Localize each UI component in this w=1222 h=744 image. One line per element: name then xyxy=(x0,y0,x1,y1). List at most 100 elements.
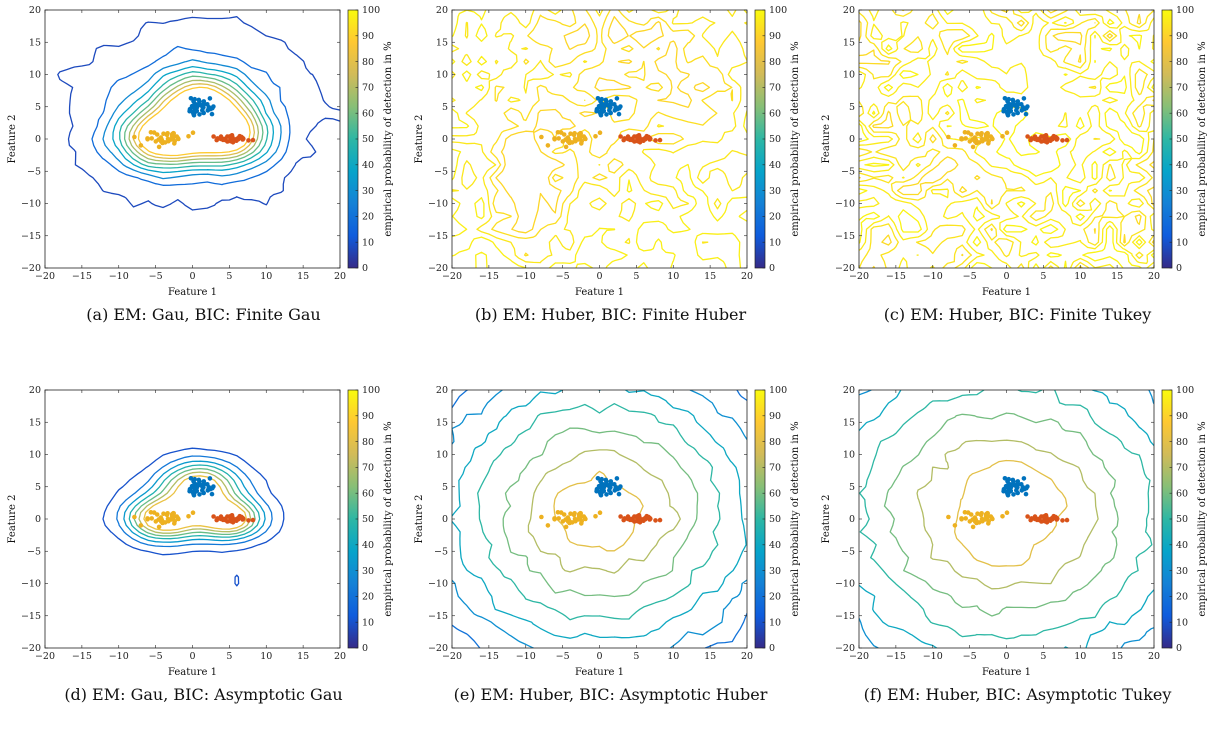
panel-caption-text: EM: Gau, BIC: Finite Gau xyxy=(113,305,321,324)
data-point xyxy=(1002,96,1008,101)
data-point xyxy=(646,134,651,140)
data-point xyxy=(1015,490,1020,496)
x-axis-title: Feature 1 xyxy=(575,667,624,678)
data-point xyxy=(211,104,216,109)
y-tick-label: −15 xyxy=(835,231,855,242)
data-point xyxy=(1060,518,1065,523)
colorbar-tick-label: 90 xyxy=(362,411,374,422)
data-point xyxy=(209,111,215,117)
data-point xyxy=(577,135,583,141)
data-point xyxy=(959,516,964,521)
x-tick-label: 15 xyxy=(1111,651,1123,662)
data-point xyxy=(151,510,157,515)
colorbar-tick-label: 0 xyxy=(769,263,775,274)
data-point xyxy=(1011,112,1016,117)
panel-caption: (a) EM: Gau, BIC: Finite Gau xyxy=(0,305,407,324)
scatter-points xyxy=(539,96,663,150)
contour-level-40 xyxy=(859,390,1154,648)
colorbar-tick-label: 50 xyxy=(1176,134,1188,145)
data-point xyxy=(188,476,194,481)
data-point xyxy=(201,479,207,484)
x-tick-label: −5 xyxy=(963,651,977,662)
data-point xyxy=(556,516,561,521)
data-point xyxy=(197,112,202,117)
data-point xyxy=(972,519,978,524)
data-point xyxy=(563,144,569,150)
colorbar-tick-label: 90 xyxy=(362,31,374,42)
colorbar-tick-label: 90 xyxy=(1176,411,1188,422)
y-tick-label: 5 xyxy=(442,102,448,113)
contour-level-80 xyxy=(954,459,1068,567)
y-tick-label: 20 xyxy=(843,5,855,16)
data-point xyxy=(200,105,206,110)
data-point xyxy=(565,139,571,144)
panel-caption-text: EM: Huber, BIC: Asymptotic Tukey xyxy=(886,685,1172,704)
data-point xyxy=(211,484,216,489)
data-point xyxy=(618,484,623,489)
x-tick-label: −15 xyxy=(886,651,906,662)
y-tick-label: −15 xyxy=(21,611,41,622)
colorbar-tick-label: 100 xyxy=(362,5,380,16)
data-point xyxy=(608,479,614,484)
scatter-points xyxy=(946,96,1070,150)
data-point xyxy=(1049,516,1054,522)
data-point xyxy=(568,511,573,516)
data-point xyxy=(573,518,578,524)
y-tick-label: 20 xyxy=(29,385,41,396)
x-tick-label: −15 xyxy=(72,271,92,282)
data-point xyxy=(206,486,211,491)
y-tick-label: −10 xyxy=(21,579,41,590)
data-point xyxy=(1025,484,1030,489)
data-point xyxy=(1021,476,1027,481)
data-point xyxy=(555,510,561,515)
data-point xyxy=(1064,137,1070,143)
panel-caption: (c) EM: Huber, BIC: Finite Tukey xyxy=(814,305,1221,324)
colorbar-tick-label: 80 xyxy=(362,437,374,448)
x-tick-label: 5 xyxy=(1040,271,1046,282)
data-point xyxy=(563,524,569,530)
data-point xyxy=(235,136,240,142)
x-tick-label: 10 xyxy=(1074,271,1086,282)
data-point xyxy=(166,138,171,144)
data-point xyxy=(192,96,197,102)
data-point xyxy=(164,512,170,518)
x-tick-label: 20 xyxy=(334,651,346,662)
contour-level-50 xyxy=(859,390,1153,640)
data-point xyxy=(637,139,642,144)
x-tick-label: 5 xyxy=(633,651,639,662)
data-point xyxy=(214,137,219,143)
data-point xyxy=(980,518,985,524)
colorbar-tick-label: 50 xyxy=(769,134,781,145)
data-point xyxy=(980,138,985,144)
contour-level-48 xyxy=(119,71,269,169)
chart-panel-d: −20 −15 −10 −5 0 5 10 15 20 −20 −15 −10 −5 0 5 10 15 20 Fe… xyxy=(0,380,407,744)
panel-caption: (f) EM: Huber, BIC: Asymptotic Tukey xyxy=(814,685,1221,704)
data-point xyxy=(571,132,577,138)
colorbar-tick-label: 20 xyxy=(362,212,374,223)
y-axis-title: Feature 2 xyxy=(414,115,425,164)
y-tick-label: −20 xyxy=(428,643,448,654)
y-tick-label: 10 xyxy=(29,70,41,81)
data-point xyxy=(608,99,614,104)
x-tick-label: −20 xyxy=(442,651,462,662)
data-point xyxy=(607,485,613,490)
data-point xyxy=(946,514,951,520)
data-point xyxy=(132,134,137,140)
data-point xyxy=(1015,479,1021,484)
y-axis-title: Feature 2 xyxy=(821,115,832,164)
data-point xyxy=(1044,519,1049,524)
contour-level-20 xyxy=(452,390,747,648)
chart-panel-c: −20 −15 −10 −5 0 5 10 15 20 −20 −15 −10 −5 0 5 10 15 20 Fe… xyxy=(814,0,1221,364)
data-point xyxy=(657,137,663,143)
y-tick-label: 10 xyxy=(843,70,855,81)
data-point xyxy=(196,477,202,483)
x-tick-label: 5 xyxy=(633,271,639,282)
data-point xyxy=(582,515,588,521)
data-point xyxy=(959,136,964,141)
data-point xyxy=(207,476,213,481)
data-point xyxy=(642,136,647,142)
y-tick-label: −20 xyxy=(428,263,448,274)
colorbar-tick-label: 20 xyxy=(769,212,781,223)
data-point xyxy=(1015,99,1021,104)
data-point xyxy=(230,139,235,144)
